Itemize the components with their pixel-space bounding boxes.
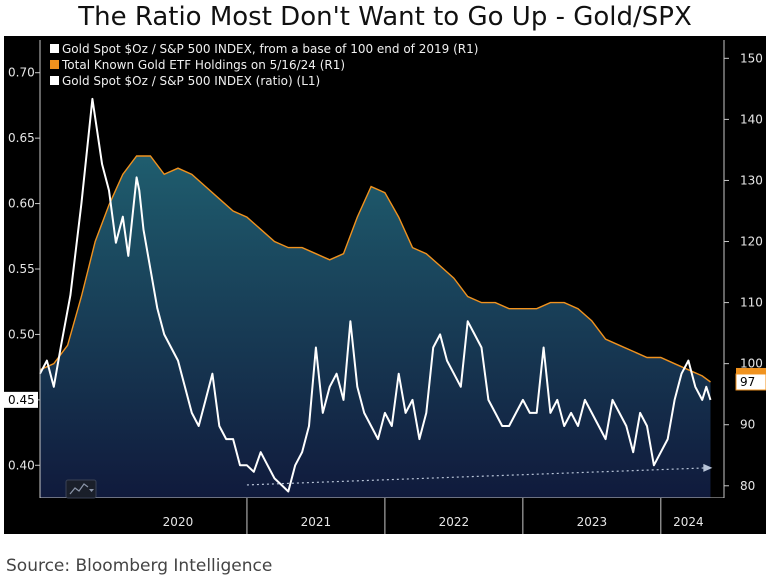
x-axis-band	[40, 498, 724, 534]
right-axis-tick-label: 130	[740, 173, 763, 187]
x-axis-tick-label: 2023	[577, 515, 608, 529]
right-axis-tick-label: 120	[740, 235, 763, 249]
left-axis-tick-label: 0.70	[8, 66, 35, 80]
trend-arrow-line	[246, 467, 707, 486]
left-axis-tick-label: 0.65	[8, 131, 35, 145]
legend-swatch	[50, 76, 59, 85]
gold-spx-ratio-line	[39, 97, 712, 493]
trend-arrow-head	[703, 463, 713, 472]
right-axis-tick-label: 110	[740, 296, 763, 310]
left-last-value-label: 0.45	[8, 393, 35, 407]
x-axis-tick-label: 2021	[301, 515, 332, 529]
legend-swatch	[50, 44, 59, 53]
chart-svg: 0.40 0.45 0.50 0.55 0.60 0.65 0.70 80 90 100 110 12…	[4, 36, 767, 534]
legend-label: Gold Spot $Oz / S&P 500 INDEX (ratio) (L…	[62, 74, 320, 88]
x-axis-tick-label: 2022	[439, 515, 470, 529]
left-last-value-box	[4, 391, 38, 408]
right-axis-tick-label: 80	[740, 479, 755, 493]
right-axis-tick-label: 150	[740, 51, 763, 65]
right-axis-tick-label: 100	[740, 357, 763, 371]
line-chart-icon	[69, 483, 89, 495]
x-axis-tick-label: 2020	[163, 515, 194, 529]
left-axis-tick-label: 0.60	[8, 197, 35, 211]
source-note: Source: Bloomberg Intelligence	[6, 556, 273, 576]
etf-holdings-area	[40, 156, 711, 498]
chart-area: 0.40 0.45 0.50 0.55 0.60 0.65 0.70 80 90 100 110 12…	[4, 36, 767, 534]
right-last-value-label: 97	[740, 375, 755, 389]
right-axis-tick-label: 140	[740, 112, 763, 126]
legend-swatch	[50, 60, 59, 69]
legend-label: Total Known Gold ETF Holdings on 5/16/24…	[61, 58, 345, 72]
left-axis-tick-label: 0.55	[8, 262, 35, 276]
left-axis-tick-label: 0.40	[8, 458, 35, 472]
left-axis-tick-label: 0.50	[8, 327, 35, 341]
legend-label: Gold Spot $Oz / S&P 500 INDEX, from a ba…	[62, 42, 478, 56]
right-last-value-marker	[736, 367, 766, 374]
x-axis-tick-label: 2024	[673, 515, 704, 529]
chart-title: The Ratio Most Don't Want to Go Up - Gol…	[78, 2, 692, 32]
right-axis-tick-label: 90	[740, 418, 755, 432]
etf-holdings-line	[39, 155, 711, 383]
chevron-down-icon	[89, 489, 94, 492]
legend-box	[46, 42, 512, 92]
